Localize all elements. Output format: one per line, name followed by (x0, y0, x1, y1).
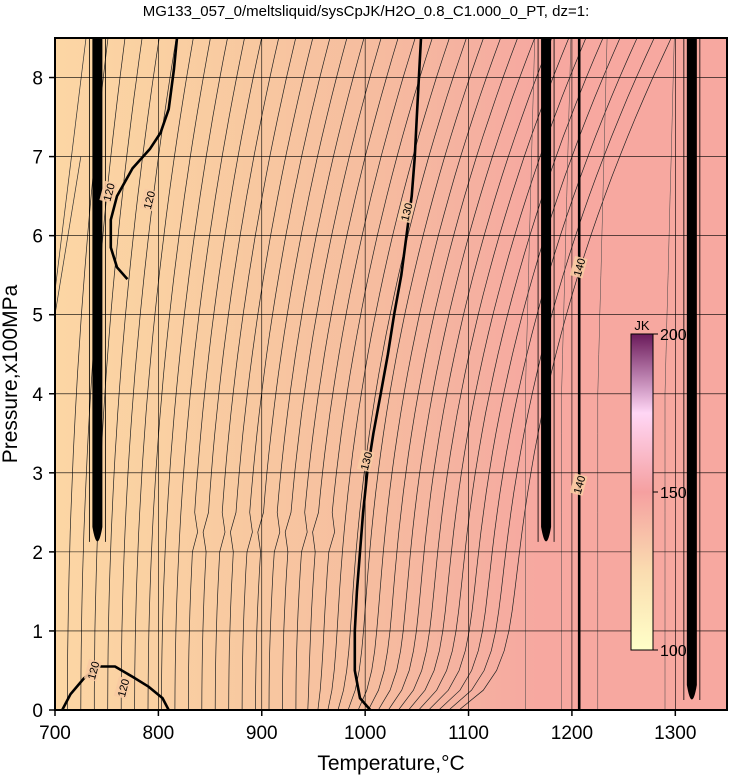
contour-label: 130 (356, 449, 375, 473)
thin-contour (418, 38, 604, 710)
colorbar-tick-label: 200 (660, 327, 687, 344)
thin-contour (241, 38, 331, 710)
thin-contour (147, 38, 211, 710)
thin-contour (161, 38, 228, 710)
thin-contour (597, 38, 608, 710)
contour-line-130 (353, 38, 423, 710)
contour-label-text: 140 (572, 475, 588, 496)
y-tick-label: 4 (32, 385, 43, 406)
contour-label: 140 (569, 473, 588, 496)
colorbar-tick-label: 150 (660, 485, 687, 502)
dense-band (686, 38, 697, 700)
dense-band-edge (88, 38, 106, 542)
contour-label-text: 120 (86, 660, 102, 681)
contour-label-text: 120 (102, 182, 118, 203)
x-tick-label: 1300 (654, 723, 696, 744)
contour-label-text: 120 (116, 678, 132, 699)
contour-label: 120 (139, 188, 158, 212)
heatmap-background (55, 38, 727, 710)
bold-contours (61, 38, 581, 710)
thin-contour (388, 38, 553, 710)
thin-contour (188, 38, 262, 710)
thin-contour (438, 38, 638, 710)
x-tick-label: 1200 (551, 723, 593, 744)
thin-contour (664, 38, 675, 710)
y-axis-label: Pressure,x100MPa (0, 284, 22, 463)
colorbar-tick-label: 100 (660, 643, 687, 660)
thin-contour (268, 38, 365, 710)
thin-contour (80, 38, 126, 710)
y-tick-label: 3 (32, 464, 43, 485)
x-tick-label: 1100 (448, 723, 489, 744)
contour-line-120 (61, 665, 170, 710)
x-axis: 700 800 900 1000 1100 1200 1300 (39, 710, 696, 744)
plot-frame (54, 37, 728, 711)
x-tick-label: 1000 (344, 723, 386, 744)
thin-contour (282, 38, 382, 710)
contour-line-120 (109, 38, 179, 280)
colorbar-title: JK (634, 318, 650, 333)
contour-labels: 120 120 120 120 130 130 140 140 (83, 180, 588, 700)
thin-contour (337, 38, 467, 710)
x-axis-label: Temperature,°C (317, 752, 464, 775)
y-tick-label: 7 (32, 148, 43, 169)
thin-contour (347, 38, 484, 710)
contour-label-text: 120 (142, 190, 158, 211)
thin-contour (398, 38, 570, 710)
dense-band (92, 38, 103, 542)
x-tick-label: 800 (143, 723, 175, 744)
thin-contour (561, 38, 572, 710)
contour-label: 120 (83, 658, 102, 682)
chart-title: MG133_057_0/meltsliquid/sysCpJK/H2O_0.8_… (143, 3, 590, 20)
thin-contour (307, 38, 416, 710)
y-tick-label: 5 (32, 306, 43, 327)
y-tick-label: 8 (32, 69, 43, 90)
colorbar: JK 100 150 200 (630, 318, 687, 660)
x-tick-label: 900 (246, 723, 278, 744)
contour-label: 120 (113, 676, 132, 700)
thin-contour (201, 38, 280, 710)
thin-contour (55, 38, 87, 292)
contour-label-text: 140 (572, 257, 588, 278)
thin-contour (214, 38, 297, 710)
y-tick-label: 6 (32, 227, 43, 248)
thin-contour (134, 38, 194, 710)
dense-band-edge (683, 38, 701, 700)
thin-contour (93, 38, 143, 710)
thin-contour (377, 38, 536, 710)
thin-contour-lines (55, 38, 675, 710)
x-tick-label: 700 (39, 723, 71, 744)
thin-contour (228, 38, 314, 710)
contour-label: 130 (397, 200, 416, 224)
thin-contour (120, 38, 177, 710)
dense-band-edge (537, 38, 555, 542)
thin-contour (525, 38, 535, 710)
colorbar-ticks: 100 150 200 (653, 327, 687, 660)
contour-label-text: 130 (399, 202, 415, 223)
y-tick-label: 1 (32, 622, 43, 643)
thin-contour (174, 38, 245, 710)
contour-label: 140 (569, 255, 588, 279)
contour-label-text: 130 (359, 451, 375, 472)
thin-contour (428, 38, 621, 710)
colorbar-gradient (630, 333, 654, 651)
thin-contour (448, 38, 655, 710)
thin-contour (295, 38, 399, 710)
y-axis: 0 1 2 3 4 5 6 7 8 (32, 69, 55, 722)
dense-contour-bands (88, 38, 701, 700)
thin-contour (317, 38, 433, 710)
y-tick-label: 0 (32, 701, 43, 722)
thin-contour (255, 38, 348, 710)
y-tick-label: 2 (32, 543, 43, 564)
thin-contour (367, 38, 518, 710)
contour-label: 120 (99, 180, 118, 204)
dense-band (541, 38, 552, 542)
thin-contour (357, 38, 501, 710)
thin-contour (107, 38, 160, 710)
